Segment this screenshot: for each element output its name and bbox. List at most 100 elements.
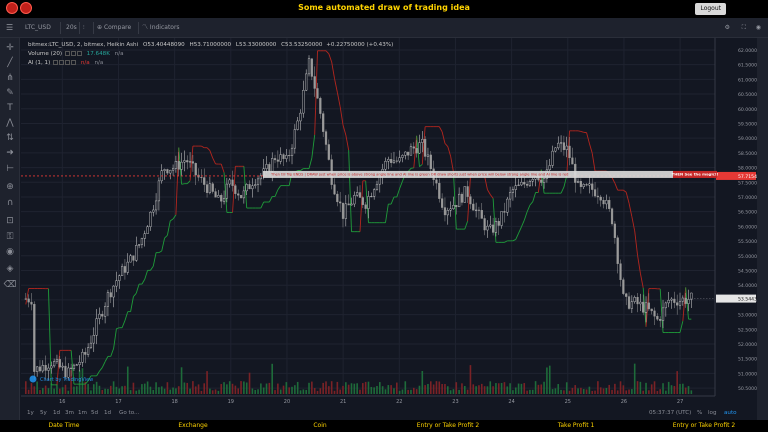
candle-body [242, 190, 245, 199]
chart-plot-area[interactable]: 62.00000000 61.50000000 61.00000000 60.5000… [21, 38, 757, 420]
volume-bar [622, 385, 625, 394]
percent-toggle[interactable]: % [697, 410, 703, 416]
price-tick-label: 59.00000000 [738, 136, 757, 142]
tradingview-logo-icon [29, 375, 37, 383]
right-scroll-strip[interactable] [757, 38, 768, 420]
price-tick-label: 62.00000000 [738, 48, 757, 54]
range-button-5[interactable]: 5d [91, 410, 99, 416]
chart-style-icon[interactable]: ⫶ [83, 24, 85, 31]
range-button-1[interactable]: 5y [40, 410, 47, 416]
goto-button[interactable]: Go to... [119, 410, 140, 416]
camera-icon[interactable]: ◉ [755, 24, 761, 31]
volume-bar [619, 381, 622, 394]
volume-bar [480, 383, 483, 394]
range-button-2[interactable]: 1d [53, 410, 61, 416]
pattern-icon[interactable]: ⋀ [6, 118, 14, 128]
symbol-selector[interactable]: LTC_USD [25, 24, 51, 31]
price-scale[interactable] [715, 38, 757, 406]
volume-bar [197, 384, 200, 394]
legend-eye-icon[interactable] [64, 51, 70, 56]
zoom-icon[interactable]: ⊕ [6, 182, 14, 192]
candle-body [384, 160, 387, 170]
ai-indicator-segment [144, 270, 149, 280]
candle-body [200, 176, 203, 178]
ai-indicator-segment [586, 132, 590, 144]
ai-indicator-segment [515, 232, 519, 240]
range-button-0[interactable]: 1y [27, 410, 34, 416]
legend-ai-more-icon[interactable] [71, 60, 77, 65]
candle-body [418, 142, 421, 154]
visibility-icon[interactable]: ◉ [6, 247, 14, 257]
indicators-button[interactable]: 〽 Indicators [142, 18, 180, 38]
layers-icon[interactable]: ◈ [6, 264, 14, 274]
legend-low: L53.33000000 [235, 42, 277, 48]
settings-gear-icon[interactable]: ⚙ [724, 24, 730, 31]
arrow-icon[interactable]: ➜ [6, 148, 14, 158]
pitchfork-icon[interactable]: ⋔ [6, 73, 14, 83]
volume-bar [665, 390, 667, 394]
footer-column-2: Coin [313, 422, 327, 429]
candle-body [608, 200, 611, 209]
volume-bar [616, 390, 619, 394]
legend-ai-eye-icon[interactable] [53, 60, 59, 65]
candle-body [290, 147, 294, 156]
volume-bar [50, 383, 53, 394]
ai-indicator-segment [243, 166, 248, 209]
candle-body [95, 318, 98, 336]
candle-body [222, 197, 226, 202]
ai-indicator-segment [526, 204, 531, 213]
candle-body [477, 209, 481, 211]
legend-ai-close-icon[interactable] [65, 60, 71, 65]
legend-settings-icon[interactable] [70, 51, 76, 56]
candle-body [463, 186, 466, 203]
text-icon[interactable]: T [7, 103, 13, 113]
candle-body [191, 161, 194, 164]
trash-icon[interactable]: ⌫ [3, 280, 17, 290]
volume-bar [628, 389, 630, 394]
menu-icon[interactable]: ☰ [6, 23, 14, 32]
volume-bar [285, 382, 288, 394]
volume-bar [370, 386, 373, 394]
lock-drawing-icon[interactable]: ⊡ [6, 216, 14, 226]
volume-bar [64, 384, 67, 394]
trend-line-icon[interactable]: ╱ [7, 58, 13, 68]
prediction-icon[interactable]: ⇅ [6, 133, 14, 143]
candle-body [449, 208, 452, 211]
ai-indicator-segment [614, 183, 619, 191]
measure-icon[interactable]: ⊢ [6, 164, 14, 174]
logout-button[interactable]: Logout [695, 3, 726, 15]
candle-body [276, 159, 279, 162]
volume-bar [500, 383, 503, 394]
volume-bar [662, 383, 664, 394]
legend-ai-settings-icon[interactable] [59, 60, 65, 65]
compare-button[interactable]: ⊕ Compare [97, 18, 131, 38]
candle-body [579, 180, 582, 188]
volume-bar [404, 381, 407, 394]
lock-icon[interactable]: ⚿ [6, 232, 14, 242]
range-button-6[interactable]: 1d [104, 410, 112, 416]
volume-bar [492, 386, 494, 394]
volume-bar [560, 389, 562, 394]
fullscreen-icon[interactable]: ⛶ [741, 24, 746, 31]
ai-indicator-segment [25, 288, 30, 305]
candlestick-chart[interactable]: 62.00000000 61.50000000 61.00000000 60.5000… [21, 38, 757, 406]
volume-bar [47, 388, 50, 394]
price-tick-label: 52.50000000 [738, 327, 757, 333]
range-button-3[interactable]: 3m [65, 410, 75, 416]
interval-selector[interactable]: 20s [66, 24, 77, 31]
brush-icon[interactable]: ✎ [6, 88, 14, 98]
volume-bar [554, 388, 557, 394]
volume-bar [248, 372, 251, 394]
legend-close-icon[interactable] [76, 51, 82, 56]
range-button-4[interactable]: 1m [78, 410, 88, 416]
ai-indicator-segment [130, 296, 134, 312]
crosshair-icon[interactable]: ✛ [6, 43, 14, 53]
volume-bar [608, 384, 611, 394]
auto-toggle[interactable]: auto [724, 410, 737, 416]
candle-body [625, 293, 628, 297]
candle-body [279, 154, 282, 162]
magnet-icon[interactable]: ∩ [6, 198, 14, 208]
volume-bar [531, 389, 534, 394]
log-toggle[interactable]: log [708, 410, 717, 416]
legend-volume-value: 17.648K [86, 51, 110, 57]
